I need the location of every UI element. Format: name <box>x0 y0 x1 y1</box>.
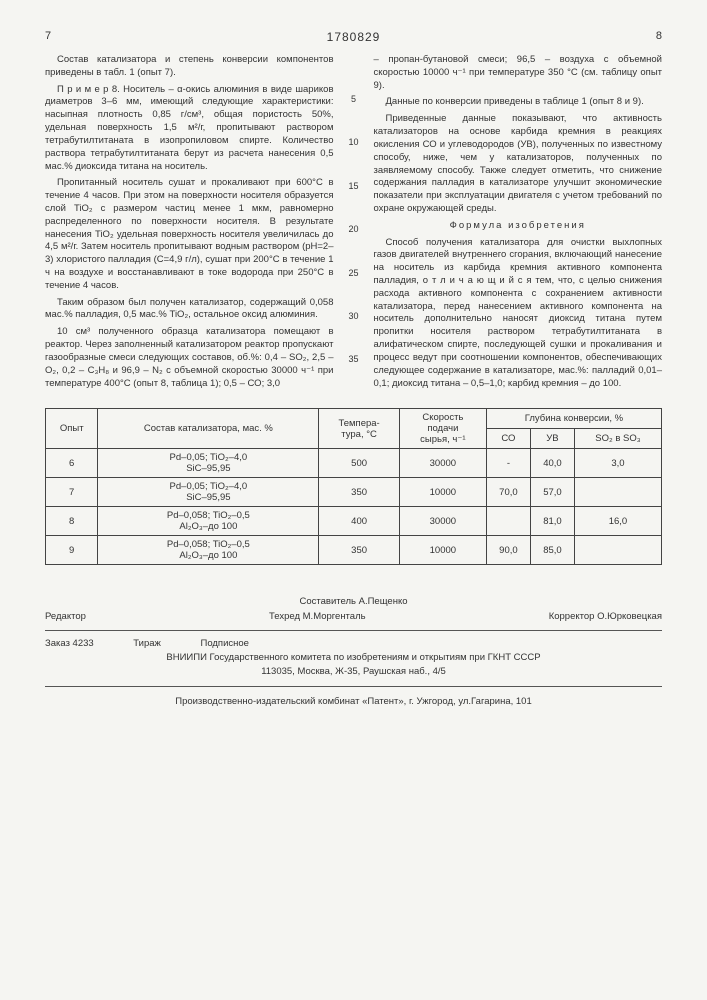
paragraph: 10 см³ полученного образца катализатора … <box>45 326 334 390</box>
table-row: 6 Pd–0,05; TiO₂–4,0 SiC–95,95 500 30000 … <box>46 449 662 478</box>
cell: 9 <box>46 536 98 565</box>
th-temperature: Темпера- тура, °С <box>319 409 399 449</box>
paragraph: Данные по конверсии приведены в таблице … <box>374 96 663 109</box>
cell: Pd–0,058; TiO₂–0,5 Al₂O₃–до 100 <box>98 507 319 536</box>
results-table: Опыт Состав катализатора, мас. % Темпера… <box>45 408 662 565</box>
th-composition: Состав катализатора, мас. % <box>98 409 319 449</box>
th-so2: SO₂ в SO₃ <box>574 429 661 449</box>
cell: 85,0 <box>530 536 574 565</box>
document-number: 1780829 <box>51 30 656 44</box>
cell: 500 <box>319 449 399 478</box>
paragraph: Состав катализатора и степень конверсии … <box>45 54 334 80</box>
cell: 40,0 <box>530 449 574 478</box>
corrector-label: Корректор О.Юрковецкая <box>549 610 662 624</box>
cell: 10000 <box>399 536 486 565</box>
formula-heading: Формула изобретения <box>374 220 663 233</box>
th-uv: УВ <box>530 429 574 449</box>
th-feed-rate: Скорость подачи сырья, ч⁻¹ <box>399 409 486 449</box>
cell: Pd–0,058; TiO₂–0,5 Al₂O₃–до 100 <box>98 536 319 565</box>
th-co: СО <box>486 429 530 449</box>
th-conversion-group: Глубина конверсии, % <box>486 409 661 429</box>
publisher-line: Производственно-издательский комбинат «П… <box>45 695 662 709</box>
divider <box>45 686 662 687</box>
cell <box>574 478 661 507</box>
cell: 30000 <box>399 507 486 536</box>
left-column: Состав катализатора и степень конверсии … <box>45 54 334 394</box>
cell: 400 <box>319 507 399 536</box>
paragraph: Пропитанный носитель сушат и прокаливают… <box>45 177 334 292</box>
order-line: Заказ 4233 Тираж Подписное <box>45 637 662 651</box>
editor-label: Редактор <box>45 610 86 624</box>
line-mark: 20 <box>348 224 360 234</box>
cell: - <box>486 449 530 478</box>
cell: 30000 <box>399 449 486 478</box>
cell: Pd–0,05; TiO₂–4,0 SiC–95,95 <box>98 478 319 507</box>
cell: 7 <box>46 478 98 507</box>
line-mark: 25 <box>348 268 360 278</box>
page: 7 1780829 8 Состав катализатора и степен… <box>0 0 707 1000</box>
cell: 90,0 <box>486 536 530 565</box>
line-mark: 10 <box>348 137 360 147</box>
cell <box>574 536 661 565</box>
paragraph: Способ получения катализатора для очистк… <box>374 237 663 391</box>
cell: 350 <box>319 536 399 565</box>
line-mark: 5 <box>348 94 360 104</box>
line-number-gutter: 5 10 15 20 25 30 35 <box>348 54 360 394</box>
paragraph: Приведенные данные показывают, что актив… <box>374 113 663 216</box>
table-row: 9 Pd–0,058; TiO₂–0,5 Al₂O₃–до 100 350 10… <box>46 536 662 565</box>
paragraph: П р и м е р 8. Носитель – α-окись алюмин… <box>45 84 334 174</box>
cell: Pd–0,05; TiO₂–4,0 SiC–95,95 <box>98 449 319 478</box>
tech-label: Техред М.Моргенталь <box>269 610 366 624</box>
right-column: – пропан-бутановой смеси; 96,5 – воздуха… <box>374 54 663 394</box>
cell: 10000 <box>399 478 486 507</box>
table-row: 8 Pd–0,058; TiO₂–0,5 Al₂O₃–до 100 400 30… <box>46 507 662 536</box>
cell: 57,0 <box>530 478 574 507</box>
th-opyt: Опыт <box>46 409 98 449</box>
text-columns: Состав катализатора и степень конверсии … <box>45 54 662 394</box>
page-number-right: 8 <box>656 30 662 44</box>
header-bar: 7 1780829 8 <box>45 30 662 44</box>
cell: 6 <box>46 449 98 478</box>
line-mark: 30 <box>348 311 360 321</box>
cell: 81,0 <box>530 507 574 536</box>
staff-row: Редактор Техред М.Моргенталь Корректор О… <box>45 610 662 624</box>
cell: 3,0 <box>574 449 661 478</box>
cell: 70,0 <box>486 478 530 507</box>
table-row: 7 Pd–0,05; TiO₂–4,0 SiC–95,95 350 10000 … <box>46 478 662 507</box>
line-mark: 15 <box>348 181 360 191</box>
paragraph: Таким образом был получен катализатор, с… <box>45 297 334 323</box>
table-body: 6 Pd–0,05; TiO₂–4,0 SiC–95,95 500 30000 … <box>46 449 662 565</box>
cell: 350 <box>319 478 399 507</box>
cell: 16,0 <box>574 507 661 536</box>
cell <box>486 507 530 536</box>
footer-block: Составитель А.Пещенко Редактор Техред М.… <box>45 595 662 709</box>
divider <box>45 630 662 631</box>
paragraph: – пропан-бутановой смеси; 96,5 – воздуха… <box>374 54 663 92</box>
address-line: 113035, Москва, Ж-35, Раушская наб., 4/5 <box>45 665 662 679</box>
cell: 8 <box>46 507 98 536</box>
line-mark: 35 <box>348 354 360 364</box>
org-line: ВНИИПИ Государственного комитета по изоб… <box>45 651 662 665</box>
table-head: Опыт Состав катализатора, мас. % Темпера… <box>46 409 662 449</box>
compiler-line: Составитель А.Пещенко <box>45 595 662 609</box>
